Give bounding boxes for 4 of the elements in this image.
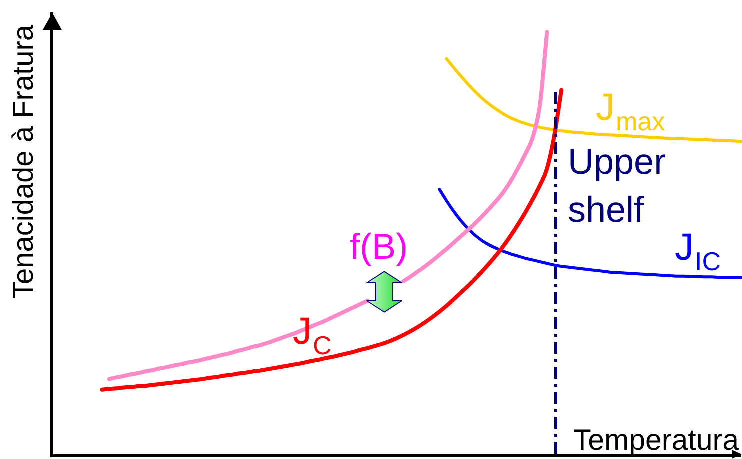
annotation: Upper shelf <box>568 141 666 230</box>
y-axis-title: Tenacidade à Fratura <box>8 24 40 300</box>
x-axis-title: Temperatura <box>573 424 740 457</box>
annotation: f(B) <box>350 226 408 267</box>
